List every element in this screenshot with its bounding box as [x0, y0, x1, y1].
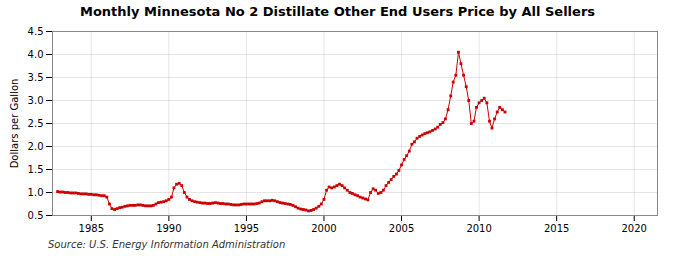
- svg-text:0.5: 0.5: [28, 210, 44, 221]
- html-text:Source: U.S. Energy Informatio: Source: U.S. Energy Information Administ…: [48, 239, 286, 250]
- html-text:Monthly Minnesota No 2 Distill: Monthly Minnesota No 2 Distillate Other …: [80, 4, 595, 19]
- svg-text:2005: 2005: [389, 223, 414, 234]
- svg-text:2.0: 2.0: [28, 141, 44, 152]
- svg-text:Dollars per Gallon: Dollars per Gallon: [9, 79, 20, 169]
- svg-text:3.5: 3.5: [28, 72, 44, 83]
- svg-text:1995: 1995: [234, 223, 259, 234]
- svg-text:1.0: 1.0: [28, 187, 44, 198]
- svg-text:1.5: 1.5: [28, 164, 44, 175]
- svg-text:2010: 2010: [466, 223, 491, 234]
- svg-text:2020: 2020: [622, 223, 647, 234]
- svg-text:4.0: 4.0: [28, 49, 44, 60]
- svg-text:2.5: 2.5: [28, 118, 44, 129]
- svg-text:1985: 1985: [79, 223, 104, 234]
- svg-text:1990: 1990: [156, 223, 181, 234]
- svg-text:3.0: 3.0: [28, 95, 44, 106]
- svg-text:2015: 2015: [544, 223, 569, 234]
- svg-text:2000: 2000: [311, 223, 336, 234]
- svg-text:4.5: 4.5: [28, 26, 44, 37]
